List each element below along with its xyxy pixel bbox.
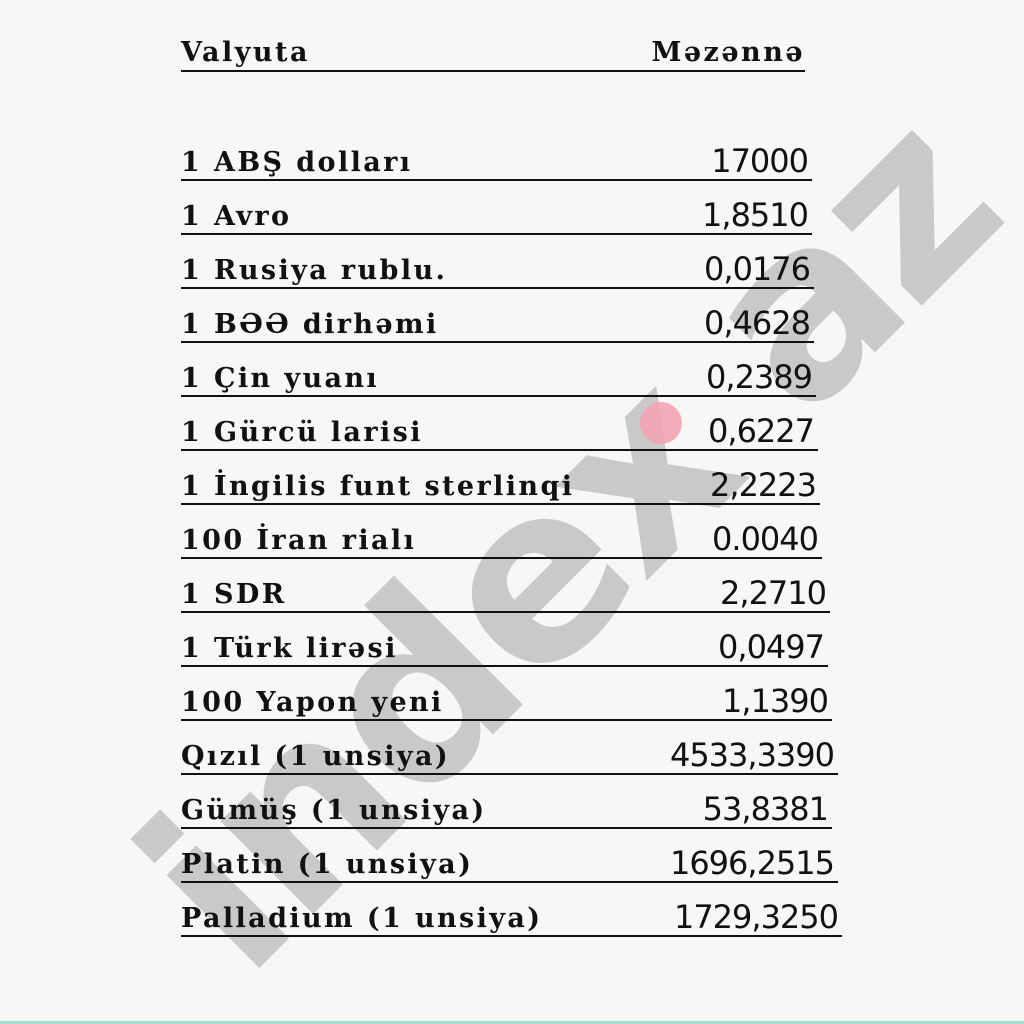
table-row: Gümüş (1 unsiya) 53,8381: [181, 787, 832, 829]
rate-value: 0.0040: [712, 520, 819, 558]
currency-label: 1 İngilis funt sterlinqi: [181, 471, 575, 502]
rate-value: 1,8510: [702, 196, 809, 234]
currency-label: 1 Türk lirəsi: [181, 633, 398, 664]
table-row: 1 Türk lirəsi 0,0497: [181, 625, 828, 667]
rate-value: 2,2223: [710, 466, 817, 504]
table-row: 100 İran rialı 0.0040: [181, 517, 822, 559]
header-currency: Valyuta: [181, 37, 311, 68]
table-row: 1 Avro 1,8510: [181, 193, 812, 235]
rate-value: 0,6227: [708, 412, 815, 450]
table-header: Valyuta Məzənnə: [181, 34, 805, 72]
currency-label: 1 Avro: [181, 201, 292, 232]
table-row: 1 BƏƏ dirhəmi 0,4628: [181, 301, 814, 343]
rate-value: 0,2389: [706, 358, 813, 396]
rate-value: 1729,3250: [673, 898, 839, 936]
table-row: 1 ABŞ dolları 17000: [181, 139, 812, 181]
currency-label: 1 ABŞ dolları: [181, 147, 413, 178]
table-row: 1 Gürcü larisi 0,6227: [181, 409, 818, 451]
table-row: 1 İngilis funt sterlinqi 2,2223: [181, 463, 820, 505]
rate-value: 0,0497: [718, 628, 825, 666]
currency-label: 100 Yapon yeni: [181, 687, 444, 718]
table-row: Platin (1 unsiya) 1696,2515: [181, 841, 838, 883]
currency-label: Platin (1 unsiya): [181, 849, 474, 880]
rate-value: 1696,2515: [669, 844, 835, 882]
currency-label: Palladium (1 unsiya): [181, 903, 543, 934]
rate-value: 0,0176: [704, 250, 811, 288]
rate-value: 4533,3390: [669, 736, 835, 774]
currency-label: 1 Gürcü larisi: [181, 417, 423, 448]
rate-value: 2,2710: [720, 574, 827, 612]
rate-value: 1,1390: [722, 682, 829, 720]
currency-label: 1 BƏƏ dirhəmi: [181, 309, 439, 340]
table-row: Qızıl (1 unsiya) 4533,3390: [181, 733, 838, 775]
table-row: Palladium (1 unsiya) 1729,3250: [181, 895, 842, 937]
rate-value: 0,4628: [704, 304, 811, 342]
currency-label: 1 SDR: [181, 579, 287, 610]
table-row: 100 Yapon yeni 1,1390: [181, 679, 832, 721]
currency-label: Qızıl (1 unsiya): [181, 741, 451, 772]
currency-label: 1 Çin yuanı: [181, 363, 380, 394]
rate-value: 53,8381: [702, 790, 829, 828]
table-row: 1 Rusiya rublu. 0,0176: [181, 247, 814, 289]
bottom-border: [0, 1021, 1024, 1024]
table-row: 1 SDR 2,2710: [181, 571, 830, 613]
currency-label: 1 Rusiya rublu.: [181, 255, 448, 286]
table-row: 1 Çin yuanı 0,2389: [181, 355, 816, 397]
currency-label: 100 İran rialı: [181, 525, 417, 556]
header-rate: Məzənnə: [651, 37, 805, 68]
rate-value: 17000: [711, 142, 809, 180]
currency-label: Gümüş (1 unsiya): [181, 795, 487, 826]
watermark-dot: [640, 402, 682, 444]
